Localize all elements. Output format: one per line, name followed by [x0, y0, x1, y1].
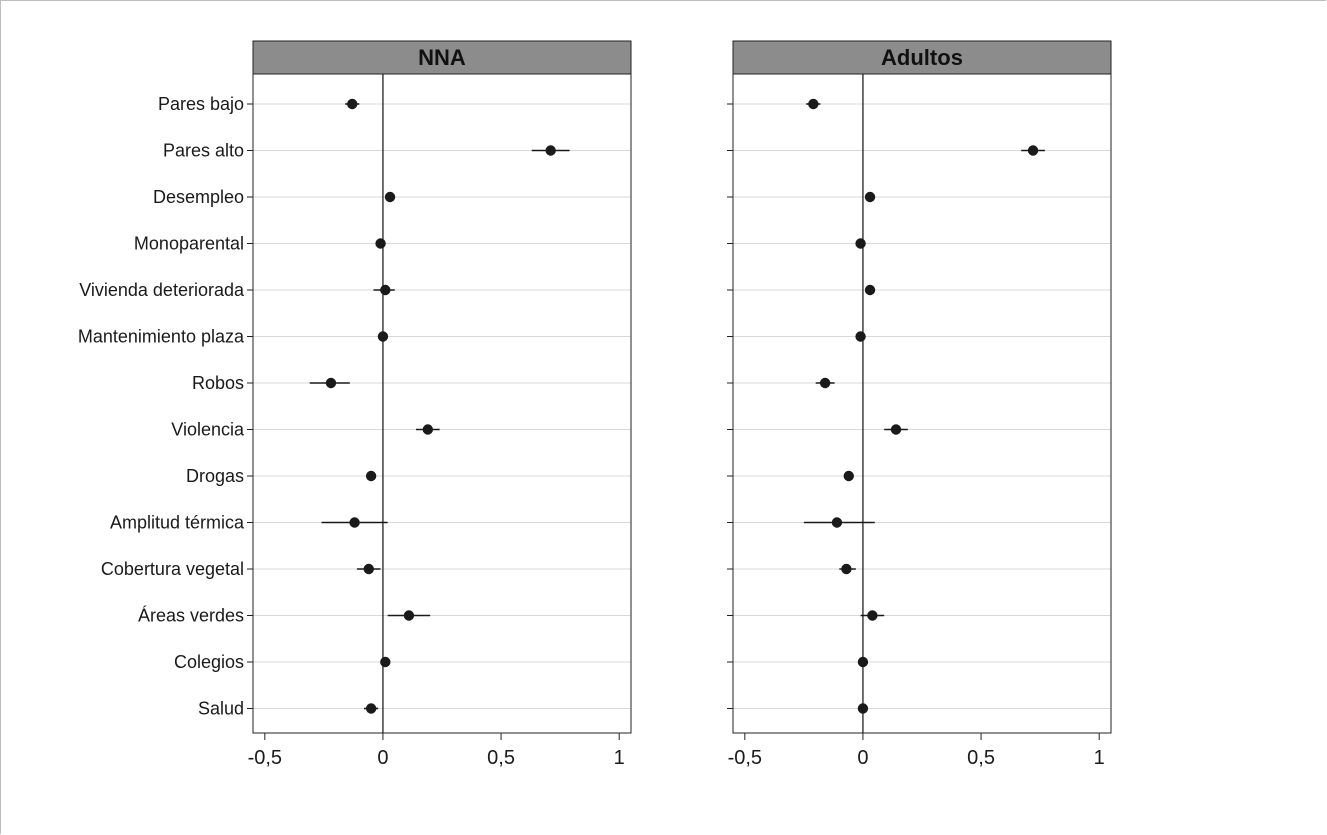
x-tick-label: -0,5 [248, 747, 282, 769]
category-label: Violencia [171, 420, 245, 440]
estimate-point [855, 331, 866, 342]
panel-1: Adultos -0,5 0 0,5 1 [727, 40, 1112, 769]
x-tick-label: 0 [377, 747, 388, 769]
category-label: Amplitud térmica [110, 513, 245, 533]
x-tick-label: 0,5 [487, 747, 515, 769]
category-label: Mantenimiento plaza [78, 327, 245, 347]
estimate-point [377, 331, 389, 342]
estimate-point [375, 238, 386, 249]
x-tick-label: 0 [857, 747, 868, 769]
estimate-point [843, 470, 854, 482]
estimate-point [422, 424, 434, 435]
x-tick-label: -0,5 [728, 747, 762, 769]
x-tick-label: 1 [1094, 747, 1105, 769]
plot-frame [732, 73, 1112, 734]
category-label: Pares bajo [158, 94, 244, 114]
estimate-point [325, 377, 337, 389]
category-label: Cobertura vegetal [101, 559, 244, 579]
estimate-point [347, 98, 358, 110]
panel-0: NNA Pares bajo Pares alto Desempleo Monopare… [78, 40, 632, 769]
estimate-point [857, 703, 869, 714]
estimate-point [363, 563, 374, 575]
estimate-point [380, 656, 391, 668]
estimate-point [857, 656, 869, 668]
estimate-point [403, 610, 415, 621]
estimate-point [1027, 145, 1039, 156]
estimate-point [349, 517, 360, 528]
estimate-point [380, 284, 391, 296]
category-label: Desempleo [153, 187, 244, 207]
estimate-point [890, 424, 902, 435]
category-label: Vivienda deteriorada [79, 280, 245, 300]
estimate-point [841, 563, 852, 575]
estimate-point [365, 703, 377, 714]
category-label: Colegios [174, 652, 244, 672]
x-tick-label: 0,5 [967, 747, 995, 769]
panel-title: Adultos [881, 45, 963, 70]
estimate-point [864, 284, 876, 296]
panel-title: NNA [418, 45, 466, 70]
estimate-point [545, 145, 556, 156]
category-label: Salud [198, 699, 244, 719]
category-label: Drogas [186, 466, 244, 486]
estimate-point [384, 191, 396, 203]
plot-frame [252, 73, 632, 734]
category-label: Robos [192, 373, 244, 393]
x-tick-label: 1 [614, 747, 625, 769]
estimate-point [855, 238, 866, 249]
estimate-point [365, 470, 377, 482]
category-label: Áreas verdes [138, 606, 244, 626]
estimate-point [867, 610, 878, 621]
estimate-point [864, 191, 876, 203]
estimate-point [819, 377, 831, 389]
category-label: Pares alto [163, 141, 244, 161]
category-label: Monoparental [134, 234, 244, 254]
estimate-point [808, 98, 819, 110]
estimate-point [831, 517, 843, 528]
panel-title-bar [252, 40, 632, 75]
